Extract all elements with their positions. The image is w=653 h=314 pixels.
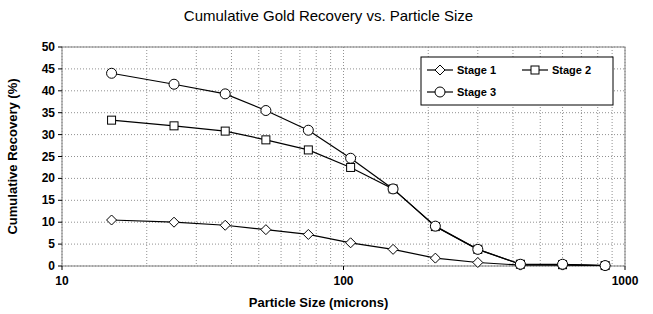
point xyxy=(558,260,568,270)
series-line-group xyxy=(112,120,606,265)
y-tick-label: 0 xyxy=(48,259,55,273)
point xyxy=(600,261,610,271)
y-grid-line xyxy=(62,222,625,223)
minor-grid-line xyxy=(258,47,259,266)
y-grid-line xyxy=(62,178,625,179)
y-tick xyxy=(58,90,62,91)
ticks: 10 100 1000 0 5 10 15 20 25 30 35 40 45 50 xyxy=(42,40,639,288)
point xyxy=(388,184,398,194)
point xyxy=(430,253,440,263)
series-markers xyxy=(107,215,611,271)
x-grid-line xyxy=(343,47,344,266)
point xyxy=(389,185,397,193)
point xyxy=(516,260,524,268)
point xyxy=(221,127,229,135)
point xyxy=(558,259,568,269)
y-tick xyxy=(58,47,62,48)
plot-area xyxy=(62,47,625,266)
point xyxy=(261,225,271,235)
y-tick-label: 45 xyxy=(42,62,56,76)
chart-title: Cumulative Gold Recovery vs. Particle Si… xyxy=(184,7,473,24)
legend: Stage 1 Stage 2 Stage 3 xyxy=(421,57,613,105)
point xyxy=(169,79,179,89)
point xyxy=(170,122,178,130)
point xyxy=(388,244,398,254)
x-tick xyxy=(62,266,63,270)
y-tick-label: 20 xyxy=(42,171,56,185)
x-tick xyxy=(625,266,626,270)
series-line xyxy=(112,120,606,265)
point xyxy=(474,245,482,253)
y-tick xyxy=(58,68,62,69)
point xyxy=(108,116,116,124)
legend-box xyxy=(421,57,613,105)
y-tick-label: 50 xyxy=(42,40,56,54)
legend-marker xyxy=(435,87,445,97)
y-tick xyxy=(58,266,62,267)
y-tick-label: 25 xyxy=(42,150,56,164)
y-grid-line xyxy=(62,156,625,157)
point xyxy=(601,262,609,270)
point xyxy=(303,229,313,239)
point xyxy=(262,136,270,144)
series-line xyxy=(112,220,606,266)
point xyxy=(261,106,271,116)
y-grid-line xyxy=(62,112,625,113)
legend-label: Stage 2 xyxy=(552,64,591,76)
point xyxy=(600,261,610,271)
x-tick xyxy=(343,266,344,270)
y-tick-label: 30 xyxy=(42,128,56,142)
minor-grid-line xyxy=(196,47,197,266)
legend-label: Stage 1 xyxy=(457,64,496,76)
y-tick xyxy=(58,178,62,179)
x-tick-label: 1000 xyxy=(612,274,639,288)
y-tick xyxy=(58,156,62,157)
x-tick-label: 10 xyxy=(55,274,69,288)
point xyxy=(347,163,355,171)
y-axis-title: Cumulative Recovery (%) xyxy=(5,78,20,234)
minor-grid-line xyxy=(316,47,317,266)
point xyxy=(346,153,356,163)
point xyxy=(473,257,483,267)
x-axis-title: Particle Size (microns) xyxy=(249,295,388,310)
y-tick-label: 15 xyxy=(42,193,56,207)
legend-marker xyxy=(435,65,445,75)
point xyxy=(304,146,312,154)
y-tick xyxy=(58,200,62,201)
grid xyxy=(62,47,625,266)
y-tick-label: 35 xyxy=(42,106,56,120)
y-tick xyxy=(58,112,62,113)
point xyxy=(473,244,483,254)
y-tick xyxy=(58,222,62,223)
y-grid-line xyxy=(62,244,625,245)
point xyxy=(430,221,440,231)
point xyxy=(220,220,230,230)
series-line-group xyxy=(112,220,606,266)
y-tick-label: 40 xyxy=(42,84,56,98)
legend-marker xyxy=(531,66,539,74)
point xyxy=(107,215,117,225)
series-markers xyxy=(108,116,610,269)
y-tick xyxy=(58,134,62,135)
x-tick-label: 100 xyxy=(333,274,353,288)
y-grid-line xyxy=(62,200,625,201)
y-tick xyxy=(58,244,62,245)
point xyxy=(169,217,179,227)
y-tick-label: 10 xyxy=(42,215,56,229)
legend-label: Stage 3 xyxy=(457,86,496,98)
point xyxy=(346,238,356,248)
minor-grid-line xyxy=(330,47,331,266)
minor-grid-line xyxy=(231,47,232,266)
point xyxy=(303,125,313,135)
y-grid-line xyxy=(62,134,625,135)
y-tick-label: 5 xyxy=(48,237,55,251)
point xyxy=(220,89,230,99)
plot-frame xyxy=(62,47,625,266)
point xyxy=(515,260,525,270)
point xyxy=(515,259,525,269)
chart: 10 100 1000 0 5 10 15 20 25 30 35 40 45 50 Cumulative … xyxy=(0,0,653,314)
point xyxy=(107,68,117,78)
